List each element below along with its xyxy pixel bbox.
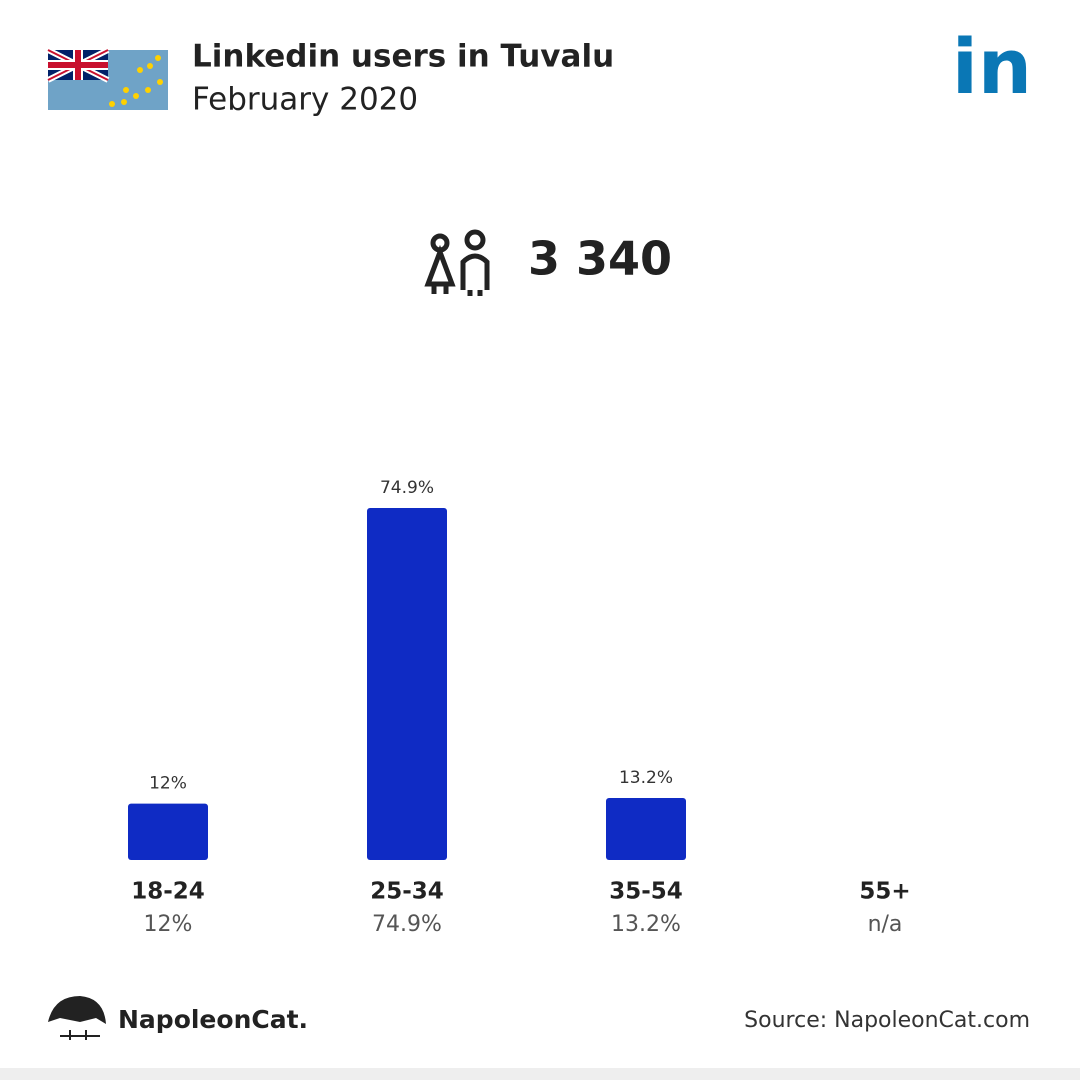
category-label: 55+ (859, 879, 910, 905)
brand: NapoleonCat. (118, 1005, 308, 1034)
value-label: 12% (144, 912, 193, 937)
source: Source: NapoleonCat.com (744, 1008, 1030, 1033)
total-users: 3 340 (528, 232, 672, 286)
category-label: 35-54 (609, 879, 683, 905)
linkedin-logo: in (952, 22, 1032, 111)
title: Linkedin users in Tuvalu (192, 39, 614, 75)
data-label: 74.9% (380, 478, 434, 498)
footer-band (0, 1068, 1080, 1080)
category-label: 25-34 (370, 879, 444, 905)
users-icon (424, 229, 490, 296)
value-label: 74.9% (372, 912, 442, 937)
bar (367, 507, 447, 860)
data-label: 13.2% (619, 768, 673, 788)
category-label: 18-24 (131, 879, 205, 905)
value-label: n/a (868, 912, 903, 937)
subtitle: February 2020 (192, 82, 418, 118)
bar (128, 803, 208, 860)
bar (606, 797, 686, 860)
data-label: 12% (149, 774, 187, 794)
napoleoncat-logo (48, 996, 106, 1040)
value-label: 13.2% (611, 912, 681, 937)
bar-chart: 12% 18-24 12% 74.9% 25-34 74.9% 13.2% 35-54 13.2… (128, 478, 911, 937)
flag (46, 47, 168, 110)
